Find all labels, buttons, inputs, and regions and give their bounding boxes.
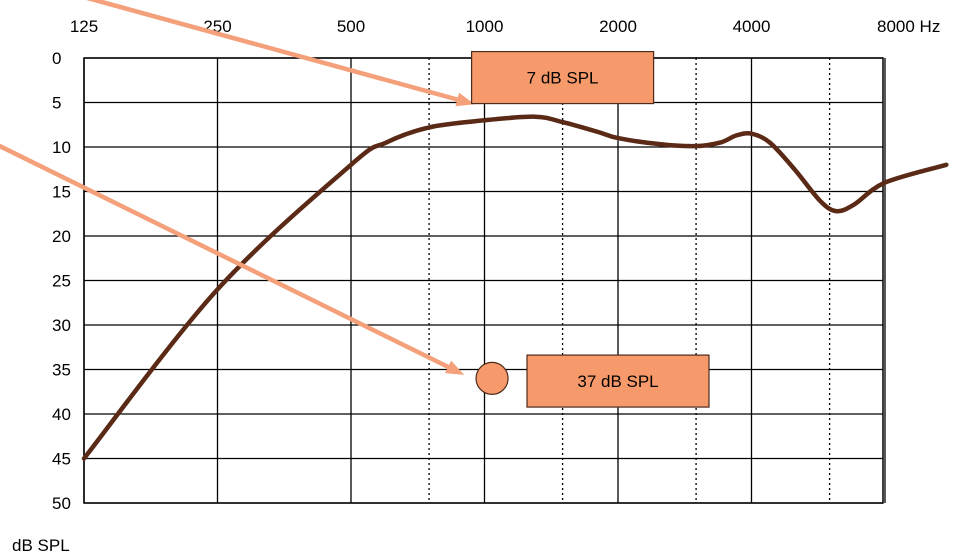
x-tick-label: 125: [70, 17, 98, 36]
y-tick-label: 5: [52, 94, 61, 113]
y-tick-label: 15: [52, 183, 71, 202]
y-tick-label: 45: [52, 450, 71, 469]
y-axis-ticks: 0 5 10 15 20 25 30 35 40 45 50: [52, 49, 71, 513]
annotation-arrows: [0, 0, 475, 375]
callout-label: 7 dB SPL: [527, 69, 599, 88]
x-axis-ticks: 125 250 500 1000 2000 4000 8000 Hz: [70, 17, 941, 36]
x-tick-label: 4000: [733, 17, 771, 36]
y-unit-label: dB SPL: [12, 536, 70, 555]
data-point-marker: [475, 361, 509, 395]
callout-box: [526, 354, 710, 408]
callout-label: 37 dB SPL: [577, 372, 658, 391]
y-tick-label: 0: [52, 49, 61, 68]
y-tick-label: 25: [52, 272, 71, 291]
annotation-arrow-head: [444, 360, 465, 375]
y-tick-label: 10: [52, 138, 71, 157]
callouts: 7 dB SPL 37 dB SPL: [470, 50, 710, 408]
x-tick-label: 500: [337, 17, 365, 36]
grid: [83, 57, 886, 504]
y-tick-label: 35: [52, 361, 71, 380]
annotation-arrow-shaft: [86, 0, 460, 102]
series-layer: [81, 114, 949, 461]
x-tick-label: 8000 Hz: [877, 17, 940, 36]
x-tick-label: 2000: [599, 17, 637, 36]
series-line: [81, 114, 949, 461]
annotation-arrow-head: [455, 92, 475, 107]
callout-box: [470, 50, 655, 105]
y-tick-label: 20: [52, 227, 71, 246]
annotation-arrow-shaft: [0, 143, 451, 370]
x-tick-label: 1000: [466, 17, 504, 36]
y-tick-label: 30: [52, 316, 71, 335]
y-tick-label: 50: [52, 494, 71, 513]
y-tick-label: 40: [52, 405, 71, 424]
